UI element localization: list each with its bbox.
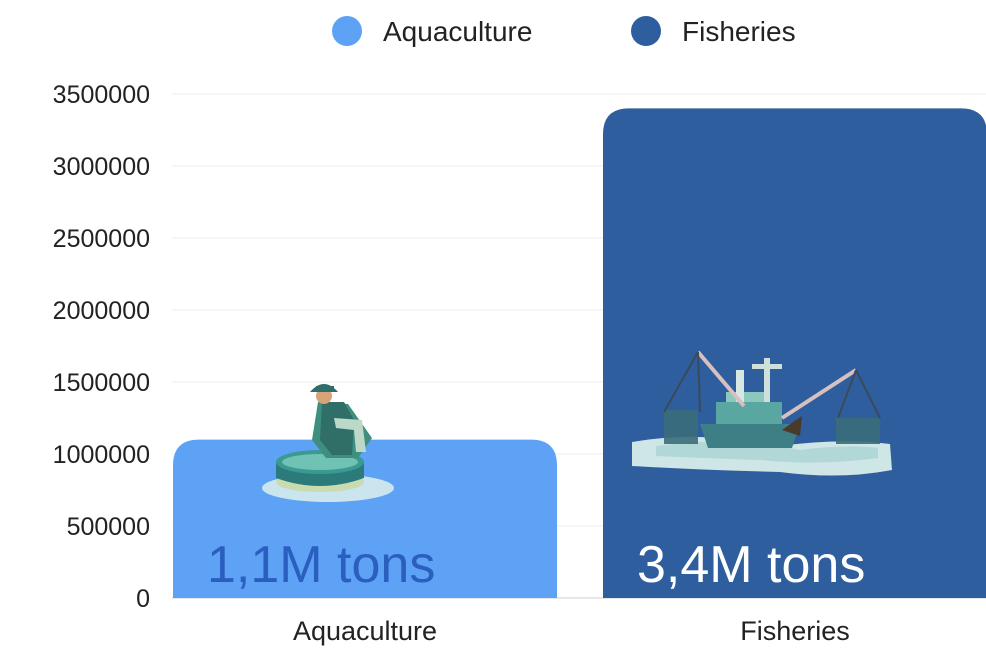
y-tick-label: 0 <box>136 585 150 613</box>
legend-item-fisheries[interactable]: Fisheries <box>631 16 796 47</box>
data-label-aquaculture: 1,1M tons <box>207 536 435 594</box>
legend-swatch <box>631 16 661 46</box>
y-tick-label: 2000000 <box>53 297 150 325</box>
y-tick-label: 500000 <box>67 513 150 541</box>
y-tick-label: 3500000 <box>53 81 150 109</box>
y-axis-ticks: 0 500000 1000000 1500000 2000000 2500000 30000… <box>53 81 150 613</box>
fishing-boat-illustration <box>632 350 892 476</box>
x-tick-label-fisheries: Fisheries <box>740 616 850 646</box>
legend-item-aquaculture[interactable]: Aquaculture <box>332 16 532 47</box>
data-labels: 1,1M tons 3,4M tons <box>207 536 865 594</box>
y-tick-label: 2500000 <box>53 225 150 253</box>
legend-label: Aquaculture <box>383 16 532 47</box>
x-axis-labels: Aquaculture Fisheries <box>293 616 850 646</box>
legend-label: Fisheries <box>682 16 796 47</box>
x-tick-label-aquaculture: Aquaculture <box>293 616 437 646</box>
fish-farmer-illustration <box>262 384 394 502</box>
y-tick-label: 1500000 <box>53 369 150 397</box>
y-tick-label: 1000000 <box>53 441 150 469</box>
illustrations <box>262 350 892 502</box>
bar-fisheries <box>603 108 986 598</box>
y-tick-label: 3000000 <box>53 153 150 181</box>
data-label-fisheries: 3,4M tons <box>637 536 865 594</box>
bars <box>173 108 986 598</box>
bar-aquaculture <box>173 439 557 598</box>
legend-swatch <box>332 16 362 46</box>
legend: Aquaculture Fisheries <box>332 16 796 47</box>
